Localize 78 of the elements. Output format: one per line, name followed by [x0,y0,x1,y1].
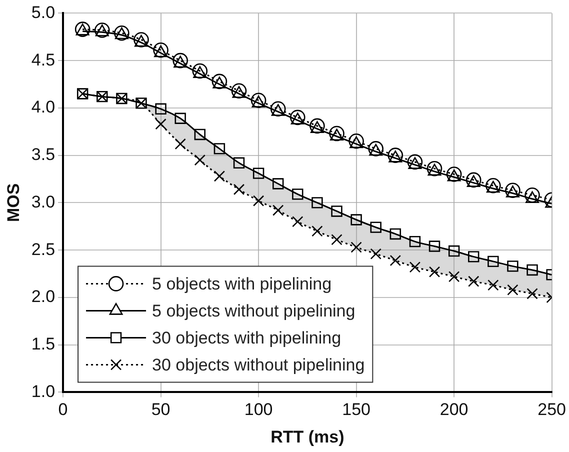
y-tick-label: 5.0 [31,2,56,22]
point [194,154,206,166]
point [370,222,382,233]
point [252,195,264,206]
x-tick-label: 200 [440,400,468,420]
point [272,204,284,216]
point [252,168,264,179]
x-tick-label: 0 [58,400,68,420]
x-tick-label: 150 [342,400,370,420]
point [329,126,344,142]
point [468,276,480,287]
x-tick-label: 250 [538,400,566,420]
point [507,260,518,272]
point [174,138,186,150]
point [214,143,226,154]
y-tick-label: 4.0 [31,98,56,117]
point [331,206,342,217]
point [231,83,247,99]
legend-label: 5 objects without pipelining [152,301,356,320]
point [233,184,245,196]
point [448,245,460,257]
point [272,178,284,190]
point [505,182,520,198]
point [468,251,480,262]
point [428,240,440,252]
point [488,256,499,268]
legend-label: 5 objects with pipelining [152,274,332,294]
y-tick-label: 2.0 [31,287,56,306]
point [270,101,286,117]
point [212,74,228,90]
point [155,118,166,130]
point [331,234,342,246]
point [409,262,421,273]
y-axis-title: MOS [4,183,23,222]
point [390,254,402,266]
x-axis-title: RTT (ms) [270,427,344,446]
point [172,52,188,68]
y-tick-label: 3.0 [31,192,56,212]
point [214,170,226,182]
y-tick-label: 3.5 [31,145,56,164]
legend-label: 30 objects without pipelining [152,355,365,374]
point [524,187,540,203]
point [312,226,323,237]
point [310,118,325,134]
point [233,157,245,169]
legend-label: 30 objects with pipelining [152,328,342,348]
point [292,188,304,200]
point [350,242,362,253]
point [290,110,306,126]
point [388,148,404,163]
point [348,133,364,149]
point [192,63,208,79]
point [350,214,362,226]
point [488,280,499,291]
point [409,236,421,248]
point [466,172,482,188]
y-tick-label: 4.5 [31,50,56,70]
point [507,284,518,296]
point [194,128,206,140]
point [526,288,538,300]
point [390,228,402,240]
y-tick-label: 1.0 [31,382,56,401]
point [426,160,442,176]
point [312,197,323,208]
point [407,154,423,170]
point [486,178,501,194]
point [174,112,186,124]
point [526,264,538,276]
y-tick-label: 1.5 [31,334,56,354]
point [428,266,440,278]
point [155,103,166,114]
x-tick-label: 100 [244,400,273,420]
x-tick-label: 50 [151,400,170,420]
point [370,248,382,260]
point [292,216,304,228]
point [250,92,266,108]
point [448,271,460,282]
y-tick-label: 2.5 [31,240,56,259]
